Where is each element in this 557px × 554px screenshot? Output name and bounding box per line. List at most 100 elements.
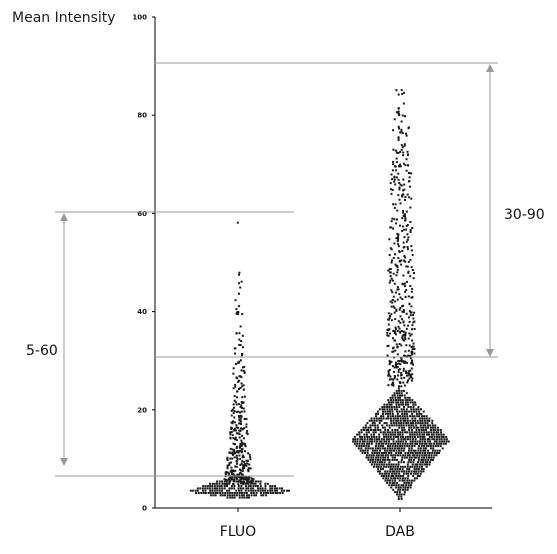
data-point bbox=[247, 485, 250, 488]
data-point bbox=[209, 489, 212, 492]
data-point bbox=[400, 259, 403, 262]
data-point bbox=[412, 342, 415, 345]
data-point bbox=[366, 433, 368, 436]
data-point bbox=[368, 454, 371, 457]
data-point bbox=[392, 160, 395, 163]
data-point bbox=[380, 440, 383, 443]
data-point bbox=[395, 361, 397, 364]
data-point bbox=[417, 422, 420, 425]
data-point bbox=[363, 440, 366, 443]
data-point bbox=[400, 408, 403, 411]
data-point bbox=[239, 325, 242, 328]
data-point bbox=[398, 470, 401, 473]
data-point bbox=[233, 427, 236, 430]
data-point bbox=[435, 433, 438, 436]
data-point bbox=[410, 245, 413, 248]
data-point bbox=[242, 346, 244, 349]
data-point bbox=[209, 494, 212, 497]
data-point bbox=[390, 406, 393, 408]
data-point bbox=[424, 429, 427, 431]
data-point bbox=[388, 373, 391, 376]
data-point bbox=[407, 295, 410, 298]
data-point bbox=[386, 410, 389, 413]
data-point bbox=[391, 424, 393, 427]
data-point bbox=[364, 452, 366, 454]
data-point bbox=[408, 354, 411, 357]
data-point bbox=[416, 442, 419, 445]
data-point bbox=[238, 379, 241, 382]
data-point bbox=[399, 321, 402, 324]
data-point bbox=[420, 456, 423, 459]
data-point bbox=[394, 429, 397, 431]
data-point bbox=[421, 440, 424, 443]
data-point bbox=[379, 445, 382, 448]
data-point bbox=[411, 360, 414, 363]
data-point bbox=[402, 367, 405, 370]
data-point bbox=[385, 422, 388, 425]
data-point bbox=[387, 417, 390, 420]
data-point bbox=[403, 183, 406, 186]
data-point bbox=[423, 445, 425, 448]
data-point bbox=[367, 456, 370, 459]
data-point bbox=[423, 433, 426, 436]
data-point bbox=[401, 132, 404, 135]
data-point bbox=[376, 438, 378, 441]
data-point bbox=[436, 449, 439, 452]
data-point bbox=[396, 271, 399, 274]
data-point bbox=[403, 394, 406, 397]
data-point bbox=[381, 406, 384, 408]
data-point bbox=[391, 468, 394, 471]
data-point bbox=[243, 492, 246, 494]
data-point bbox=[410, 249, 413, 252]
data-point bbox=[394, 326, 397, 329]
data-point bbox=[404, 477, 407, 480]
data-point bbox=[440, 440, 443, 443]
data-point bbox=[232, 387, 235, 390]
data-point bbox=[427, 449, 430, 452]
data-point bbox=[239, 468, 241, 471]
data-point bbox=[416, 440, 419, 443]
data-point bbox=[363, 442, 366, 445]
data-point bbox=[375, 412, 377, 415]
data-point bbox=[399, 307, 402, 310]
data-point bbox=[233, 449, 236, 452]
data-point bbox=[413, 426, 415, 429]
data-point bbox=[415, 429, 418, 431]
data-point bbox=[354, 440, 357, 443]
data-point bbox=[421, 463, 424, 466]
data-point bbox=[241, 427, 244, 430]
data-point bbox=[386, 447, 389, 450]
data-point bbox=[234, 401, 237, 404]
data-point bbox=[403, 354, 405, 357]
data-point bbox=[399, 442, 402, 445]
data-point bbox=[407, 126, 410, 129]
data-point bbox=[368, 419, 371, 422]
data-point bbox=[415, 456, 418, 459]
data-point bbox=[402, 211, 405, 214]
data-point bbox=[405, 392, 408, 395]
data-point bbox=[411, 452, 414, 454]
data-point bbox=[226, 465, 229, 468]
data-point bbox=[202, 485, 205, 488]
data-point bbox=[360, 429, 363, 431]
data-point bbox=[417, 426, 420, 429]
data-point bbox=[238, 494, 241, 497]
data-point bbox=[383, 403, 386, 406]
data-point bbox=[410, 449, 413, 452]
data-point bbox=[420, 468, 423, 471]
data-point bbox=[396, 429, 399, 431]
data-point bbox=[396, 209, 399, 212]
data-point bbox=[228, 472, 230, 475]
data-point bbox=[384, 429, 387, 431]
data-point bbox=[398, 410, 401, 413]
data-point bbox=[373, 449, 376, 452]
data-point bbox=[394, 165, 397, 168]
data-point bbox=[245, 418, 248, 420]
data-point bbox=[387, 323, 390, 326]
data-point bbox=[249, 487, 252, 490]
data-point bbox=[234, 465, 237, 468]
data-point bbox=[402, 424, 405, 427]
data-point bbox=[241, 313, 244, 316]
data-point bbox=[241, 450, 244, 453]
